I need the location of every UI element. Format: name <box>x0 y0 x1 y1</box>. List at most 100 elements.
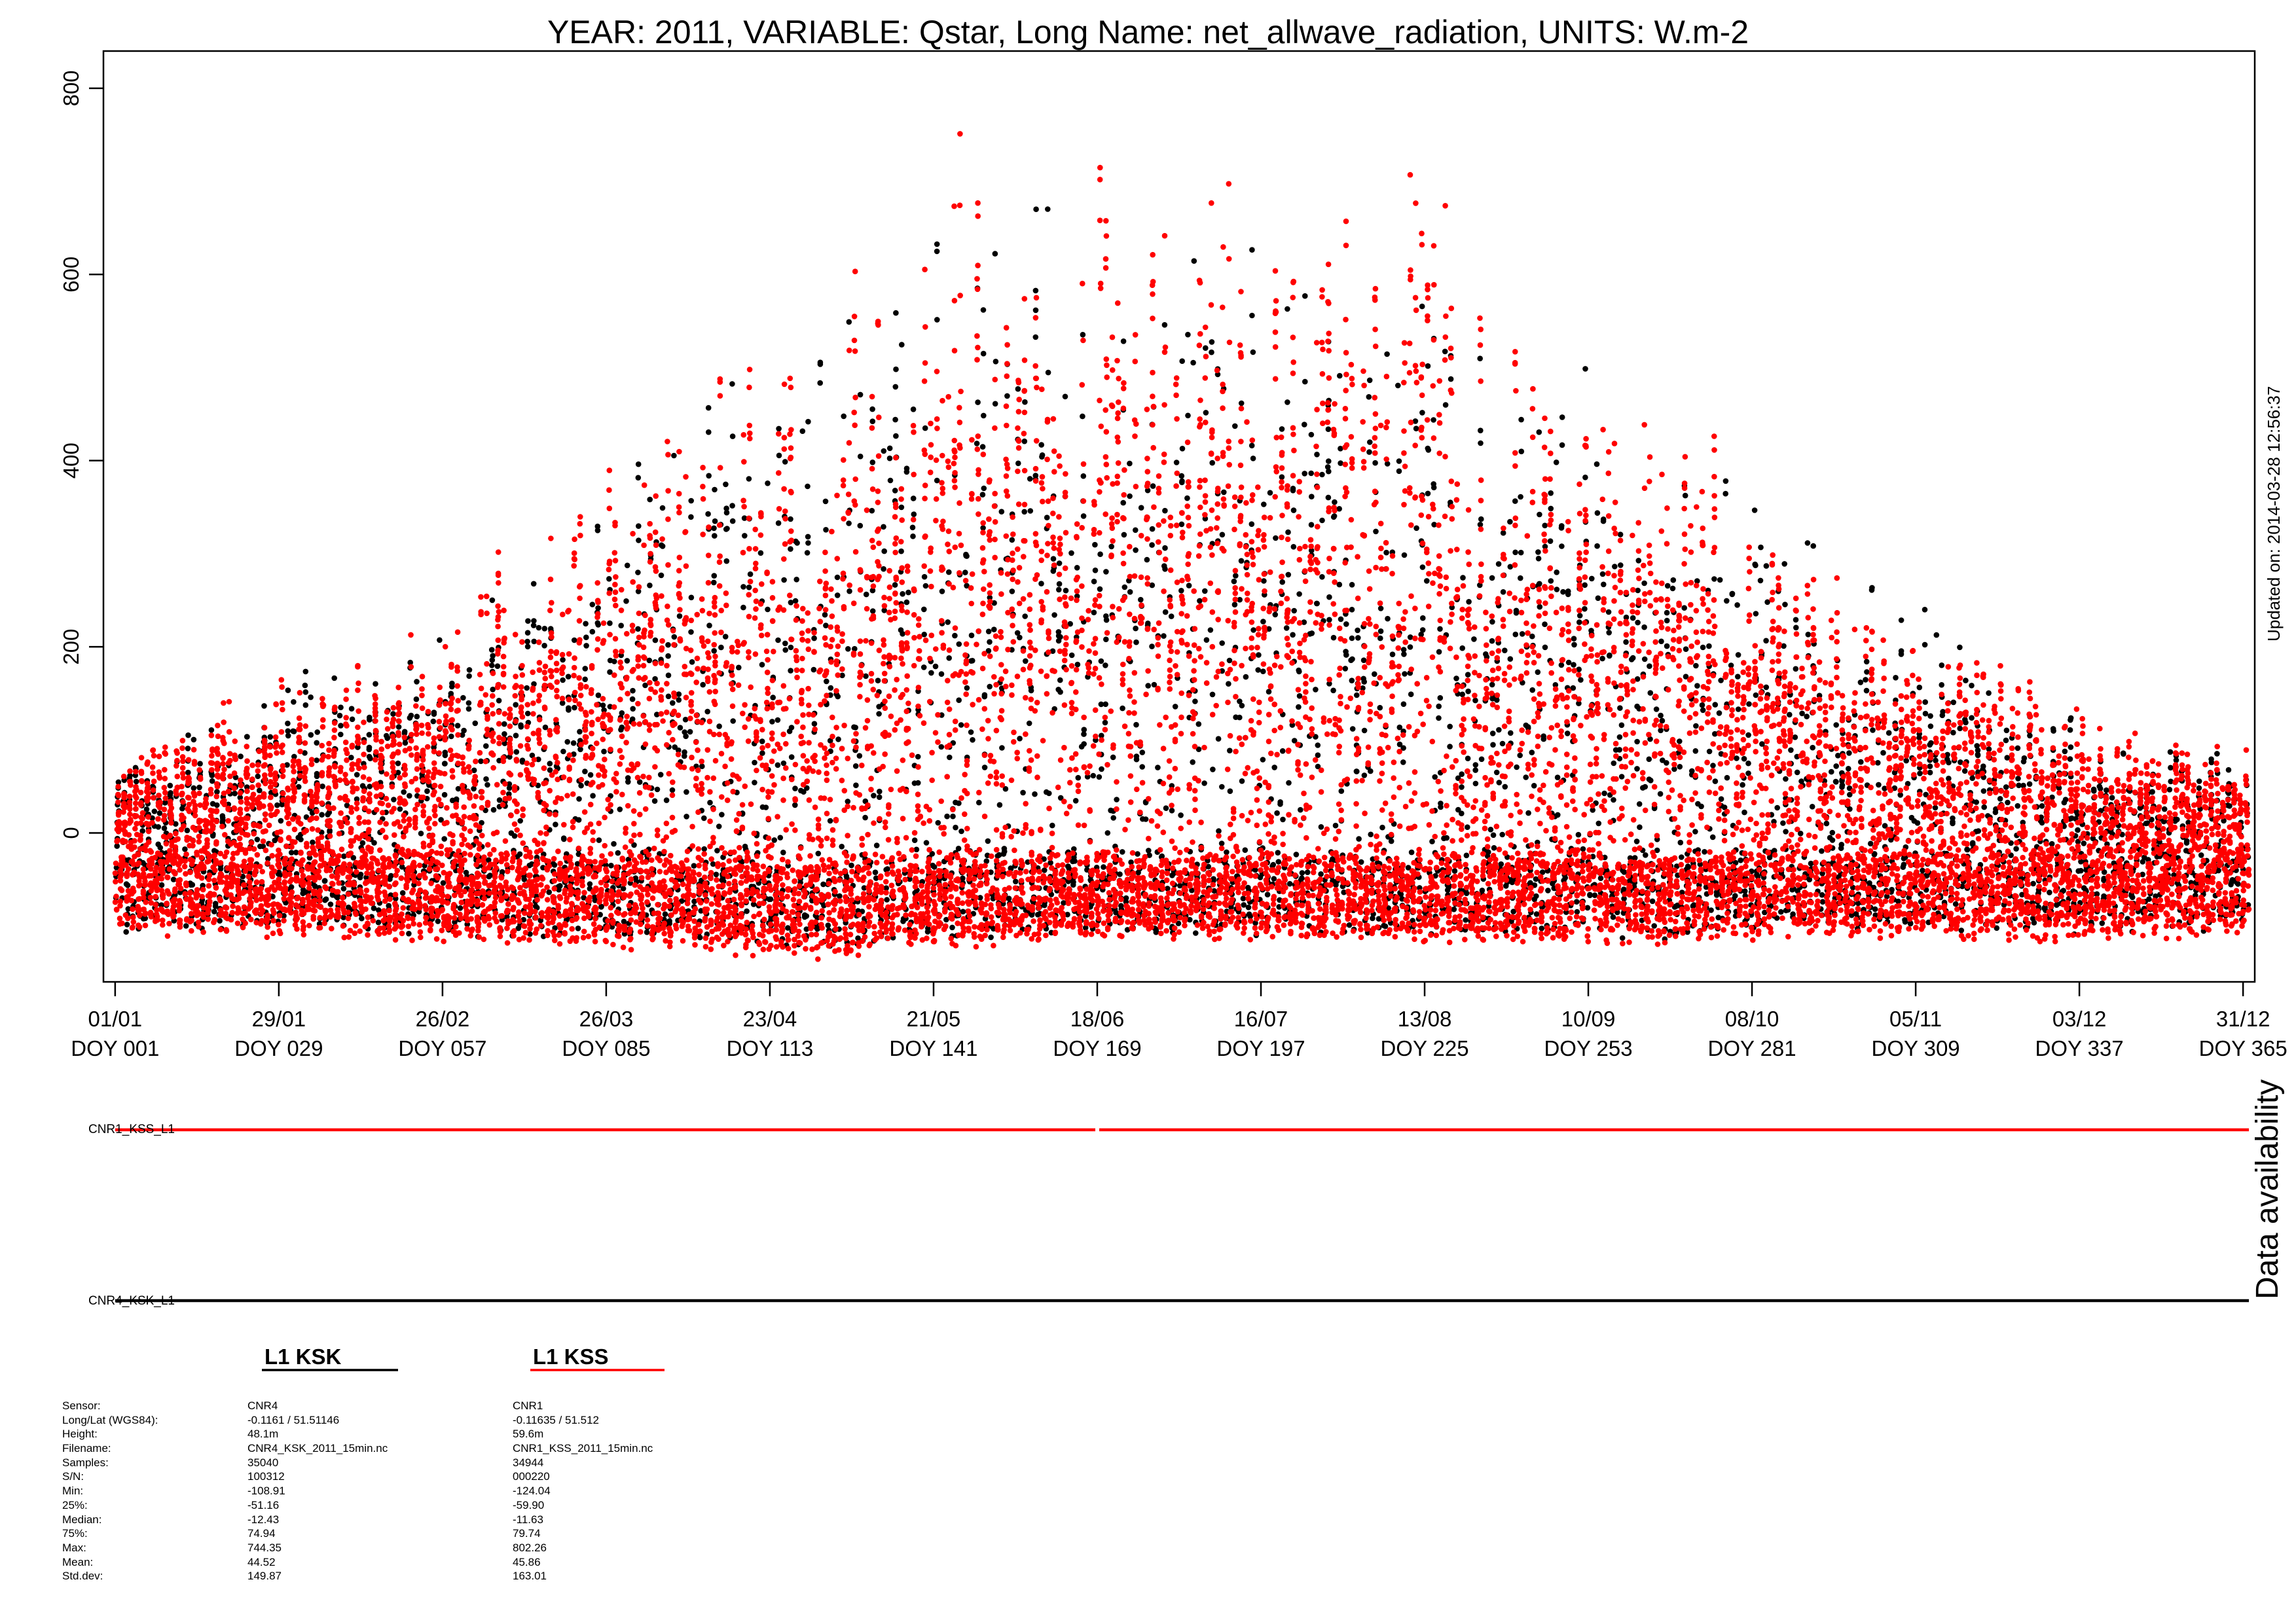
data-point <box>909 524 916 531</box>
data-point <box>1677 764 1683 770</box>
data-point <box>191 785 197 791</box>
data-point <box>1032 473 1039 478</box>
data-point <box>1805 632 1812 638</box>
data-point <box>991 626 997 632</box>
data-point <box>1735 674 1741 679</box>
data-point <box>310 839 316 846</box>
data-point <box>319 812 325 818</box>
data-point <box>1548 578 1554 584</box>
data-point <box>1298 806 1303 813</box>
data-point <box>1677 839 1684 846</box>
data-point <box>1558 662 1565 668</box>
data-point <box>1255 667 1261 673</box>
data-point <box>621 918 627 925</box>
data-point <box>1783 829 1789 835</box>
data-point <box>1863 659 1870 665</box>
data-point <box>1512 498 1518 504</box>
data-point <box>1113 909 1119 916</box>
data-point <box>1179 446 1186 452</box>
data-point <box>530 623 537 628</box>
data-point <box>1712 778 1719 784</box>
data-point <box>587 772 594 778</box>
data-point <box>1274 810 1280 816</box>
data-point <box>489 662 495 668</box>
data-point <box>1741 755 1747 762</box>
data-point <box>1646 756 1652 763</box>
data-point <box>1442 348 1448 355</box>
data-point <box>1092 541 1098 548</box>
data-point <box>618 623 624 628</box>
data-point <box>488 647 495 653</box>
data-point <box>1535 549 1541 555</box>
data-point <box>1056 586 1062 593</box>
data-point <box>862 814 868 821</box>
data-point <box>2078 867 2084 874</box>
data-point <box>843 873 850 880</box>
data-point <box>1637 824 1643 830</box>
data-point <box>823 527 829 533</box>
data-point <box>1120 499 1126 506</box>
data-point <box>2005 799 2011 806</box>
data-point <box>841 413 847 420</box>
data-point <box>752 780 757 785</box>
data-point <box>513 749 520 755</box>
data-point <box>570 740 577 746</box>
data-point <box>483 776 489 782</box>
data-point <box>1179 358 1185 364</box>
data-point <box>1545 888 1551 893</box>
data-point <box>1594 510 1601 516</box>
data-point <box>1260 757 1266 763</box>
data-point <box>1535 556 1542 562</box>
data-point <box>711 579 717 586</box>
data-point <box>1700 707 1706 713</box>
data-point <box>1974 743 1980 749</box>
data-point <box>431 711 437 717</box>
data-point <box>706 429 712 435</box>
data-point <box>1616 734 1623 740</box>
data-point <box>716 823 722 829</box>
data-point <box>1231 602 1238 607</box>
data-point <box>518 722 524 729</box>
data-point <box>265 856 271 862</box>
data-point <box>285 687 291 693</box>
data-point <box>1864 669 1870 675</box>
data-point <box>923 840 930 846</box>
data-point <box>898 504 905 511</box>
data-point <box>1192 698 1198 704</box>
data-point <box>293 850 299 856</box>
data-point <box>615 850 621 856</box>
data-point <box>327 901 334 907</box>
data-point <box>1630 655 1636 661</box>
data-point <box>985 838 991 844</box>
data-point <box>2054 902 2060 908</box>
data-point <box>1179 478 1185 484</box>
data-point <box>571 751 577 757</box>
data-point <box>1472 697 1478 704</box>
data-point <box>158 902 164 908</box>
data-point <box>1285 399 1290 405</box>
data-point <box>827 818 833 824</box>
data-point <box>958 828 964 835</box>
data-point <box>1997 796 2003 802</box>
data-point <box>1173 460 1180 465</box>
data-point <box>2196 778 2202 784</box>
data-point <box>260 843 266 850</box>
data-point <box>524 638 530 645</box>
data-point <box>291 753 297 760</box>
data-point <box>2161 806 2168 812</box>
data-point <box>1607 653 1613 659</box>
data-point <box>185 769 191 776</box>
data-point <box>1740 782 1745 788</box>
data-point <box>1847 806 1853 812</box>
data-point <box>688 514 694 520</box>
data-point <box>659 505 666 511</box>
data-point <box>805 483 811 490</box>
data-point <box>319 784 325 789</box>
data-point <box>992 251 998 257</box>
data-point <box>1641 656 1648 662</box>
data-point <box>869 608 876 614</box>
data-point <box>630 706 636 712</box>
data-point <box>367 784 373 789</box>
data-point <box>244 784 250 790</box>
data-point <box>1478 516 1484 522</box>
